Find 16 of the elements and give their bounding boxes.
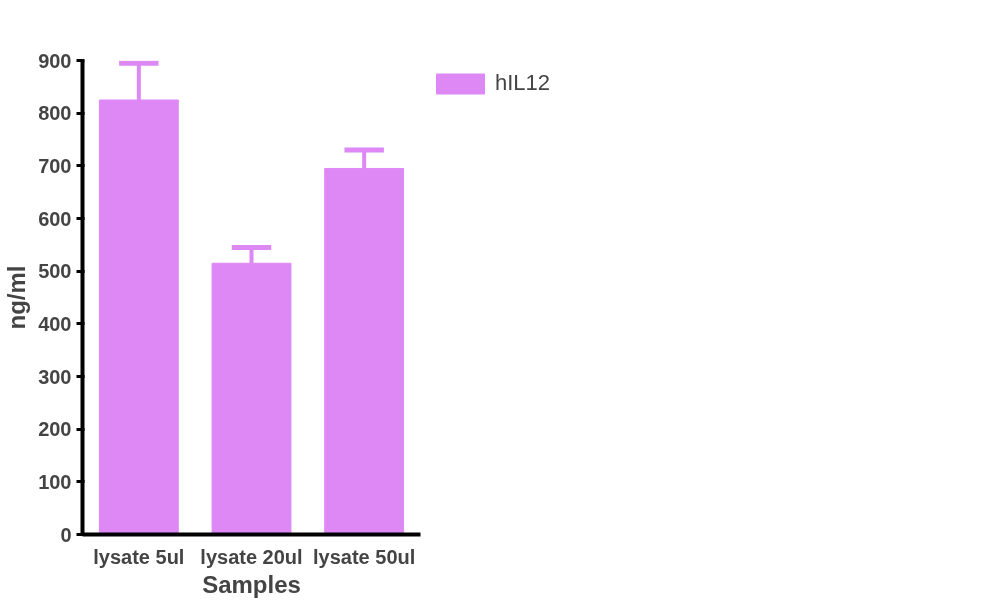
y-tick-label: 800: [38, 102, 72, 125]
x-tick-label: lysate 50ul: [313, 545, 416, 568]
y-axis-title: ng/ml: [3, 265, 31, 330]
x-tick-label: lysate 20ul: [200, 545, 303, 568]
x-tick-label: lysate 5ul: [93, 545, 185, 568]
y-tick-label: 0: [60, 523, 72, 546]
y-tick-label: 500: [38, 260, 72, 283]
y-tick-label: 300: [38, 365, 72, 388]
y-tick-label: 700: [38, 154, 72, 177]
x-axis-title: Samples: [202, 570, 301, 598]
legend-label: hIL12: [495, 70, 551, 96]
y-tick-label: 900: [38, 49, 72, 72]
y-tick-label: 400: [38, 312, 72, 335]
y-tick-label: 200: [38, 418, 72, 441]
y-tick-label: 600: [38, 207, 72, 230]
y-tick-label: 100: [38, 470, 72, 493]
